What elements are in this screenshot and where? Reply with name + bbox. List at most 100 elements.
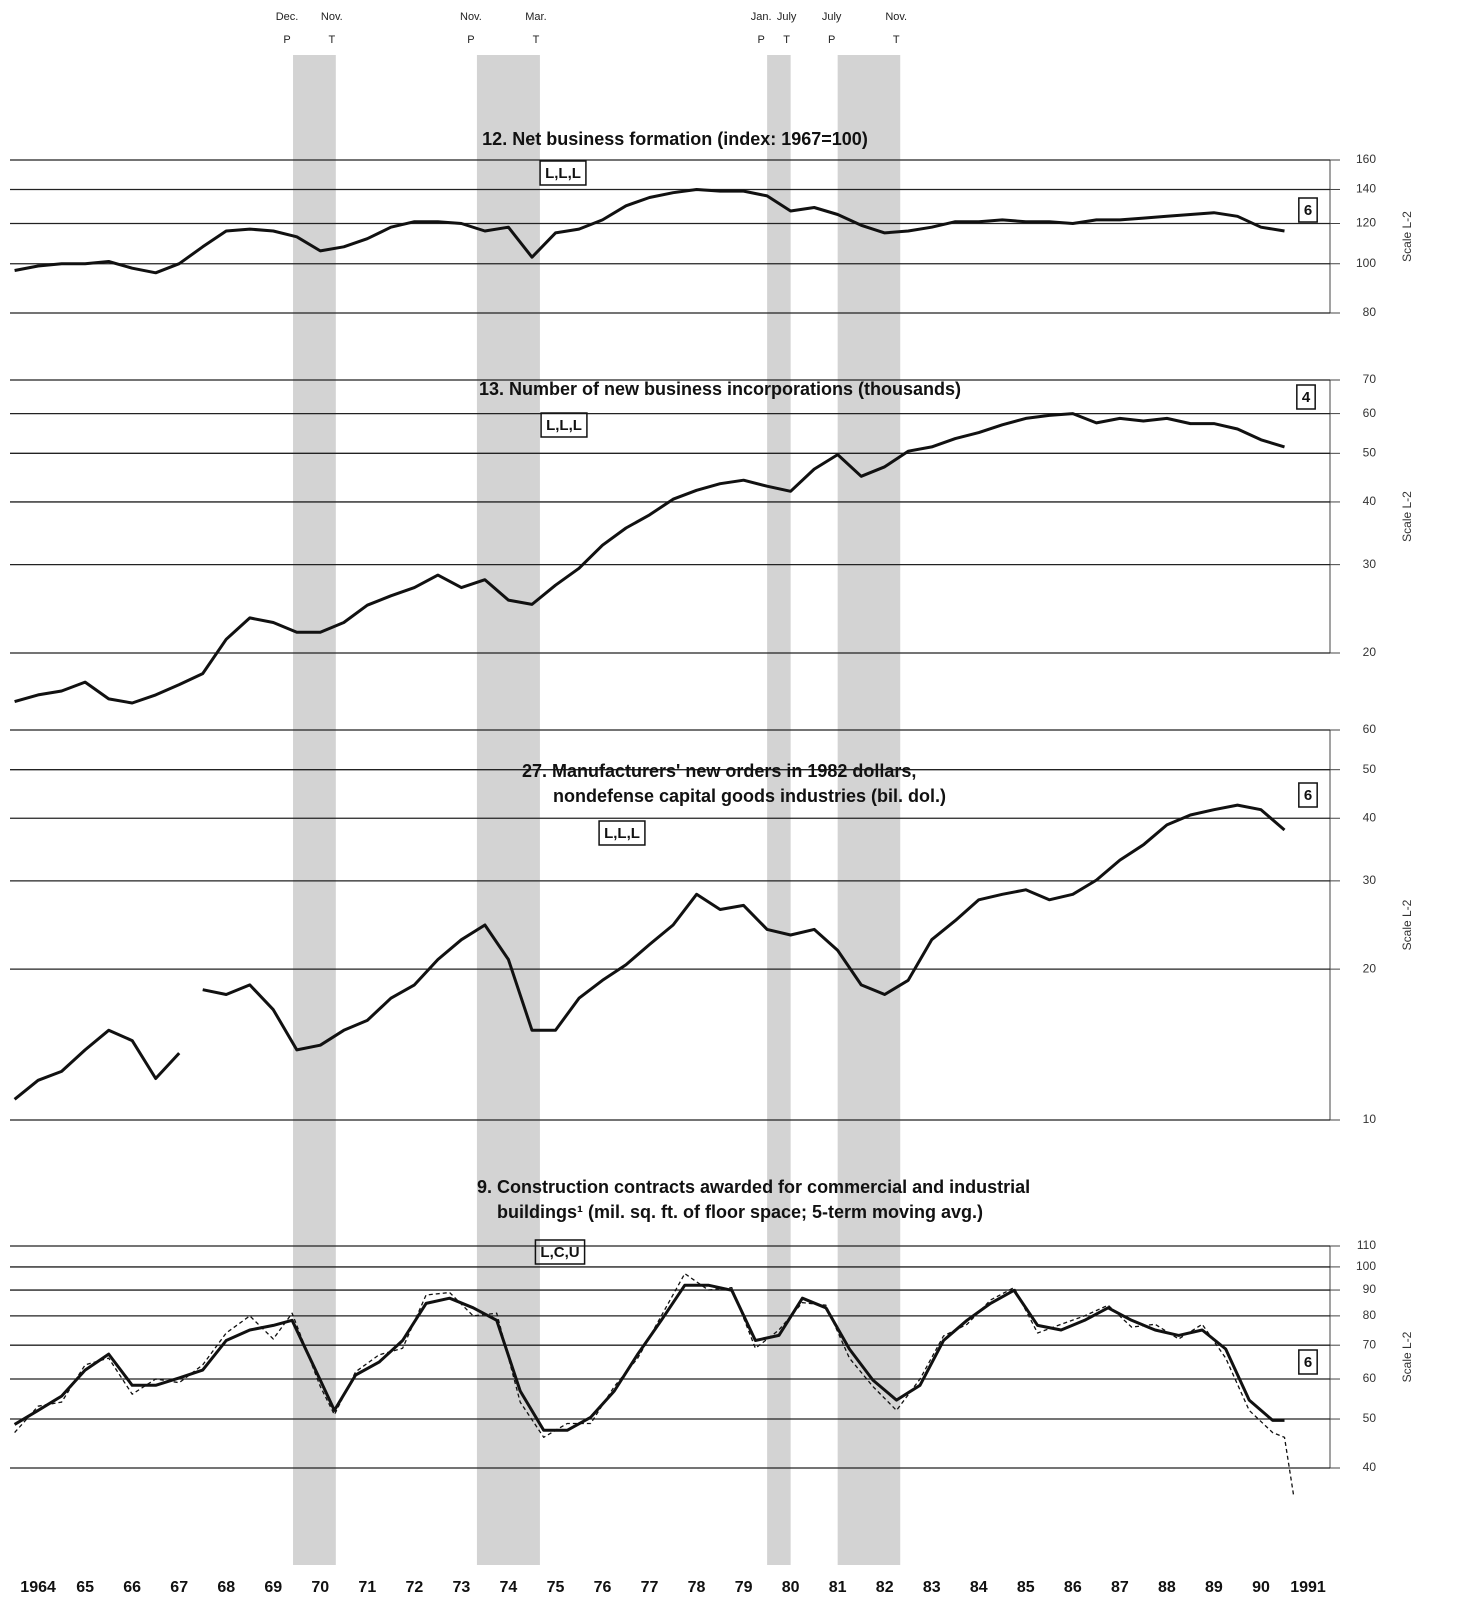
y-tick-label: 30 [1363, 873, 1377, 887]
x-tick-label: 88 [1158, 1579, 1176, 1596]
peak-code: P [828, 34, 835, 46]
y-tick-label: 50 [1363, 762, 1377, 776]
x-tick-label: 72 [405, 1579, 423, 1596]
peak-code: P [467, 34, 474, 46]
series-line [14, 188, 1285, 275]
timing-code-frame [534, 1239, 586, 1265]
x-tick-label: 81 [829, 1579, 847, 1596]
x-tick-label: 78 [688, 1579, 706, 1596]
series-number: 6 [1304, 202, 1312, 219]
recession-band [767, 55, 791, 1565]
trough-month: Nov. [321, 11, 343, 23]
x-tick-label: 68 [217, 1579, 235, 1596]
y-tick-label: 60 [1363, 722, 1377, 736]
recession-band [293, 55, 336, 1565]
chart-title: 12. Net business formation (index: 1967=… [482, 129, 868, 149]
x-tick-label: 74 [500, 1579, 518, 1596]
timing-code: L,L,L [604, 825, 640, 842]
monthly-line [14, 1272, 1295, 1498]
y-tick-label: 80 [1363, 305, 1377, 319]
trough-code: T [783, 34, 790, 46]
trough-month: July [777, 11, 797, 23]
y-tick-label: 70 [1363, 1337, 1377, 1351]
y-tick-label: 60 [1363, 1371, 1377, 1385]
series-number: 6 [1304, 1354, 1312, 1371]
x-tick-label: 71 [358, 1579, 376, 1596]
x-tick-label: 66 [123, 1579, 141, 1596]
x-tick-label: 75 [547, 1579, 565, 1596]
x-tick-label: 89 [1205, 1579, 1223, 1596]
y-tick-label: 120 [1356, 216, 1376, 230]
y-axis-label: Scale L-2 [1400, 1331, 1414, 1382]
y-tick-label: 50 [1363, 1411, 1377, 1425]
peak-month: Nov. [460, 11, 482, 23]
timing-code-frame [598, 820, 646, 846]
peak-code: P [283, 34, 290, 46]
series-number-frame [1296, 384, 1316, 410]
x-tick-label: 1991 [1290, 1579, 1326, 1596]
trough-code: T [533, 34, 540, 46]
x-tick-label: 67 [170, 1579, 188, 1596]
chart-title: buildings¹ (mil. sq. ft. of floor space;… [497, 1202, 983, 1222]
y-tick-label: 90 [1363, 1282, 1377, 1296]
y-tick-label: 110 [1357, 1238, 1376, 1252]
peak-month: July [822, 11, 842, 23]
chart-title: 9. Construction contracts awarded for co… [477, 1177, 1030, 1197]
y-tick-label: 30 [1363, 557, 1377, 571]
x-tick-label: 83 [923, 1579, 941, 1596]
trough-code: T [893, 34, 900, 46]
x-tick-label: 84 [970, 1579, 988, 1596]
timing-code-frame [539, 160, 587, 186]
x-tick-label: 77 [641, 1579, 659, 1596]
series-line [14, 412, 1285, 705]
series-number-frame [1298, 1349, 1318, 1375]
series-line [13, 1283, 1285, 1432]
x-tick-label: 87 [1111, 1579, 1129, 1596]
y-tick-label: 160 [1356, 152, 1376, 166]
peak-month: Dec. [276, 11, 299, 23]
series-number-frame [1298, 782, 1318, 808]
y-tick-label: 50 [1363, 445, 1377, 459]
x-tick-label: 65 [76, 1579, 94, 1596]
chart-title: 13. Number of new business incorporation… [479, 379, 961, 399]
y-tick-label: 20 [1363, 645, 1377, 659]
x-tick-label: 69 [264, 1579, 282, 1596]
series-number-frame [1298, 197, 1318, 223]
x-tick-label: 79 [735, 1579, 753, 1596]
y-tick-label: 40 [1363, 494, 1377, 508]
recession-band [837, 55, 901, 1565]
x-tick-label: 85 [1017, 1579, 1035, 1596]
x-tick-label: 90 [1252, 1579, 1270, 1596]
chart-title: nondefense capital goods industries (bil… [553, 786, 946, 806]
x-tick-label: 73 [453, 1579, 471, 1596]
y-tick-label: 80 [1363, 1308, 1377, 1322]
y-axis-label: Scale L-2 [1400, 211, 1414, 262]
y-tick-label: 60 [1363, 406, 1377, 420]
y-tick-label: 40 [1363, 810, 1377, 824]
trough-month: Nov. [885, 11, 907, 23]
x-tick-label: 1964 [20, 1579, 56, 1596]
peak-month: Jan. [751, 11, 772, 23]
recession-band [476, 55, 540, 1565]
x-tick-label: 70 [311, 1579, 329, 1596]
series-number: 6 [1304, 787, 1312, 804]
x-tick-label: 76 [594, 1579, 612, 1596]
series-number: 4 [1302, 389, 1311, 406]
trough-month: Mar. [525, 11, 546, 23]
x-tick-label: 82 [876, 1579, 894, 1596]
peak-code: P [757, 34, 764, 46]
x-tick-label: 86 [1064, 1579, 1082, 1596]
y-axis-label: Scale L-2 [1400, 491, 1414, 542]
y-tick-label: 20 [1363, 961, 1377, 975]
chart-title: 27. Manufacturers' new orders in 1982 do… [522, 761, 916, 781]
trough-code: T [328, 34, 335, 46]
timing-code: L,L,L [545, 165, 581, 182]
y-tick-label: 100 [1356, 256, 1376, 270]
y-tick-label: 70 [1363, 372, 1377, 386]
y-tick-label: 10 [1363, 1112, 1377, 1126]
y-tick-label: 140 [1356, 182, 1376, 196]
y-tick-label: 40 [1363, 1460, 1377, 1474]
y-axis-label: Scale L-2 [1400, 899, 1414, 950]
timing-code: L,L,L [546, 417, 582, 434]
